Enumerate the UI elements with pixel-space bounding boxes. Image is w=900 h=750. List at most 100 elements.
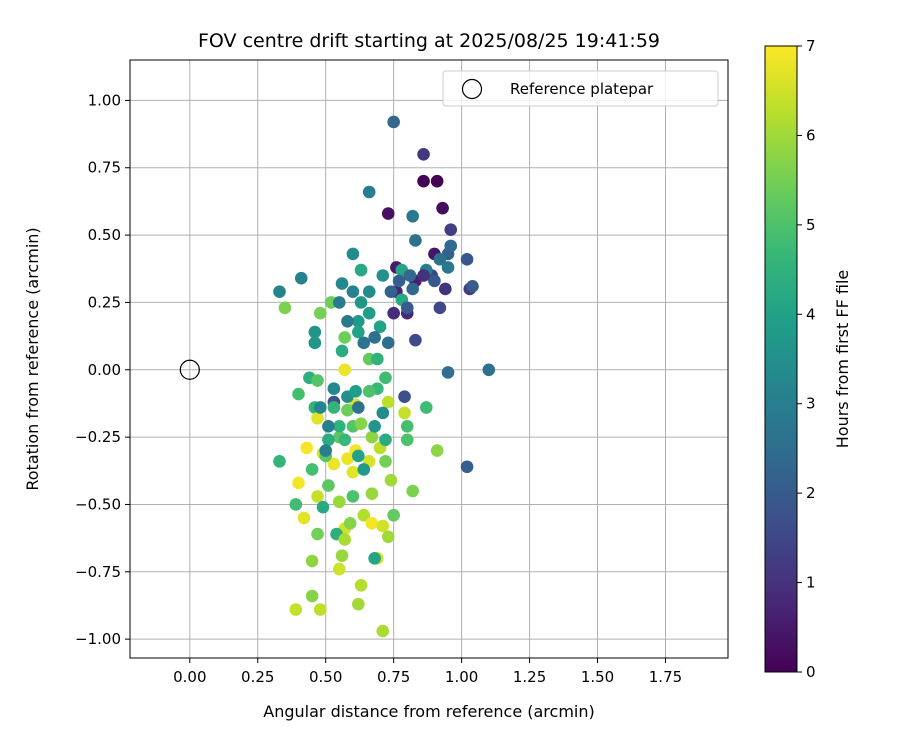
data-point <box>362 185 376 199</box>
data-point <box>338 331 352 344</box>
data-point <box>322 479 335 492</box>
data-point <box>319 444 333 457</box>
data-point <box>273 285 286 298</box>
colorbar-tick-label: 5 <box>806 216 816 234</box>
legend-box <box>442 70 719 107</box>
data-point <box>444 223 458 237</box>
x-tick-label: 0.25 <box>241 668 274 686</box>
data-point <box>409 234 422 247</box>
data-point <box>387 306 400 320</box>
data-point <box>327 401 341 414</box>
data-point <box>439 282 452 296</box>
data-point <box>311 411 324 425</box>
data-point <box>333 495 346 509</box>
data-point <box>365 430 379 444</box>
data-point <box>311 374 324 387</box>
data-point <box>373 320 387 333</box>
data-point <box>460 253 474 266</box>
data-point <box>313 603 327 616</box>
data-point <box>428 274 441 288</box>
data-point <box>406 209 419 223</box>
data-point <box>381 395 395 409</box>
data-point <box>305 554 319 568</box>
data-point <box>406 484 419 498</box>
x-tick-label: 0.50 <box>309 668 342 686</box>
data-point <box>436 201 449 215</box>
data-point <box>305 589 319 603</box>
reference-platepar-marker <box>179 359 200 380</box>
y-tick-label: −0.25 <box>75 428 121 446</box>
data-point <box>289 498 303 511</box>
data-point <box>376 624 390 638</box>
colorbar-label: Hours from first FF file <box>833 270 852 449</box>
data-point <box>346 285 360 298</box>
reference-marker-layer <box>179 359 200 380</box>
colorbar-tick-label: 0 <box>806 663 816 681</box>
colorbar: 0 1 2 3 4 5 6 7 Hours from first FF file <box>764 37 852 681</box>
data-point <box>273 455 286 468</box>
data-point <box>368 420 381 433</box>
data-point <box>365 517 379 530</box>
x-tick-label: 1.25 <box>513 668 546 686</box>
data-point <box>341 314 354 328</box>
data-point <box>376 269 390 282</box>
y-tick-label: 0.25 <box>88 293 121 311</box>
data-point <box>313 306 327 320</box>
data-point <box>384 285 398 298</box>
data-point <box>289 603 303 616</box>
y-tick-label: −0.50 <box>75 495 121 513</box>
colorbar-tick-label: 4 <box>806 305 816 323</box>
data-point <box>403 269 417 282</box>
data-point <box>387 115 400 129</box>
y-tick-label: 0.50 <box>88 226 121 244</box>
data-point <box>346 490 360 503</box>
data-point <box>376 519 390 533</box>
y-axis-ticks: −1.00 −0.75 −0.50 −0.25 0.00 0.25 0.50 0.75 1.00 <box>75 91 130 648</box>
data-point <box>311 490 324 503</box>
data-point <box>338 533 352 546</box>
data-point <box>357 463 371 476</box>
data-point <box>335 277 349 290</box>
data-point <box>308 336 322 350</box>
y-tick-label: 0.75 <box>88 159 121 177</box>
data-point <box>349 385 362 398</box>
data-point <box>379 433 392 447</box>
data-point <box>322 420 335 433</box>
data-point <box>433 301 447 315</box>
data-point <box>354 578 368 592</box>
data-point <box>392 274 406 288</box>
data-point <box>466 279 479 293</box>
legend: Reference platepar <box>442 70 719 107</box>
x-tick-label: 0.75 <box>377 668 410 686</box>
data-point <box>292 476 305 490</box>
data-point <box>406 282 419 296</box>
data-point <box>308 325 322 339</box>
y-axis-label: Rotation from reference (arcmin) <box>23 227 42 490</box>
colorbar-gradient <box>764 45 798 673</box>
data-point <box>346 465 360 479</box>
data-point <box>341 452 354 465</box>
data-point <box>316 500 330 514</box>
data-point <box>354 263 368 277</box>
data-point <box>419 401 433 414</box>
data-point <box>417 174 430 188</box>
data-point <box>381 530 395 544</box>
data-point <box>430 174 444 188</box>
data-point <box>362 306 376 320</box>
data-point <box>409 333 422 347</box>
data-point <box>444 239 458 253</box>
data-point <box>333 296 346 309</box>
data-point <box>441 261 455 274</box>
data-point <box>338 363 352 377</box>
data-point <box>335 344 349 358</box>
data-point <box>327 382 341 395</box>
legend-label: Reference platepar <box>510 80 654 98</box>
data-point <box>379 455 392 468</box>
data-point <box>305 463 319 476</box>
data-point <box>278 301 292 315</box>
x-tick-label: 1.75 <box>649 668 682 686</box>
data-point <box>362 385 376 398</box>
data-point <box>346 247 360 261</box>
data-point <box>357 508 371 522</box>
